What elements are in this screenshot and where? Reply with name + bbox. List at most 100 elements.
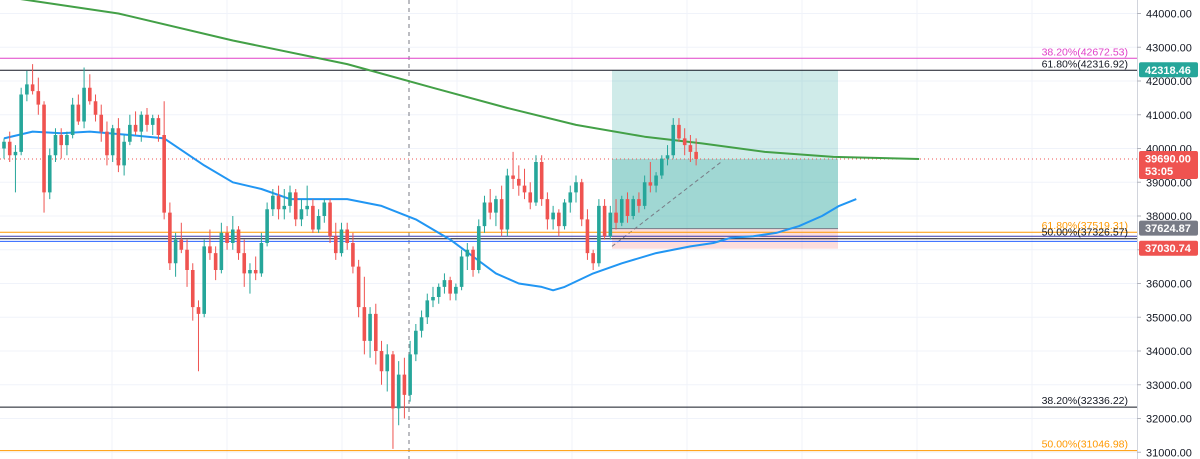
candle xyxy=(36,77,41,115)
candle xyxy=(99,104,104,142)
candle-body xyxy=(414,330,418,355)
candle xyxy=(494,195,498,227)
candle xyxy=(105,121,109,166)
candle xyxy=(190,263,195,321)
price-tick-label: 43000.00 xyxy=(1146,42,1192,54)
candle-body xyxy=(208,246,212,254)
price-tick-label: 33000.00 xyxy=(1146,380,1192,392)
position-profit-filled xyxy=(612,158,838,229)
candle-body xyxy=(431,297,435,301)
candle xyxy=(585,209,590,260)
candle xyxy=(156,114,161,142)
price-badge-label: 42318.46 xyxy=(1145,65,1191,77)
candle-body xyxy=(694,151,698,159)
candle-body xyxy=(190,270,195,308)
candle-body xyxy=(276,195,281,210)
candle-body xyxy=(173,239,178,264)
price-tick-label: 44000.00 xyxy=(1146,9,1192,21)
candle-body xyxy=(574,182,578,193)
candle-body xyxy=(402,374,407,395)
candle xyxy=(293,189,298,227)
candle-body xyxy=(196,307,201,314)
candles xyxy=(2,64,698,449)
candle-body xyxy=(299,209,304,220)
candle xyxy=(391,351,395,449)
long-position-box[interactable] xyxy=(611,70,838,249)
candle xyxy=(385,344,390,392)
fib-level-label: 61.80%(37519.31) xyxy=(1042,220,1128,232)
candle xyxy=(431,286,435,308)
candle-body xyxy=(265,209,269,243)
candle-body xyxy=(591,253,595,264)
candle xyxy=(688,135,693,162)
candle xyxy=(419,310,424,338)
candle-body xyxy=(625,199,630,216)
candle xyxy=(305,185,309,216)
candle-body xyxy=(156,118,161,135)
candle xyxy=(93,94,98,122)
candle xyxy=(374,303,378,365)
candle xyxy=(637,192,641,213)
candle-body xyxy=(534,162,538,203)
price-badge-label: 37624.87 xyxy=(1145,223,1191,235)
moving-average-blue xyxy=(3,130,857,292)
candle xyxy=(133,111,138,135)
candle-body xyxy=(494,199,498,213)
candle xyxy=(505,168,510,237)
candle xyxy=(442,273,447,294)
candle xyxy=(619,195,624,227)
candle xyxy=(196,300,201,372)
candle xyxy=(47,148,52,200)
candle xyxy=(660,155,664,179)
candle xyxy=(499,185,504,237)
candle xyxy=(482,195,487,233)
candle xyxy=(402,357,407,419)
fib-labels: 38.20%(42672.53)61.80%(42316.92) 61.80%(3… xyxy=(1042,46,1128,450)
candle xyxy=(642,175,647,210)
candle-body xyxy=(271,195,275,210)
candle-body xyxy=(345,229,349,243)
price-badge-label: 39690.00 xyxy=(1145,153,1191,165)
candle xyxy=(459,249,464,291)
candle xyxy=(368,307,372,358)
candle xyxy=(173,232,178,277)
candle-body xyxy=(305,205,309,210)
candle xyxy=(116,118,121,173)
candle xyxy=(208,229,212,260)
candle-body xyxy=(602,205,607,237)
candle-body xyxy=(671,124,676,156)
candle-body xyxy=(93,101,98,115)
candle-body xyxy=(133,124,138,132)
candle-body xyxy=(459,256,464,287)
candle-body xyxy=(545,199,550,220)
candle xyxy=(59,128,63,159)
candle-body xyxy=(70,104,75,135)
candle xyxy=(614,199,618,230)
candle xyxy=(7,131,12,162)
candle xyxy=(70,97,75,139)
candle xyxy=(282,189,287,220)
candle xyxy=(53,128,58,162)
candle xyxy=(299,199,304,227)
price-tick-label: 38000.00 xyxy=(1146,211,1192,223)
candle-body xyxy=(660,158,664,176)
candle-body xyxy=(293,192,298,220)
candle-body xyxy=(316,216,321,230)
candle xyxy=(436,283,441,304)
price-tick-label: 36000.00 xyxy=(1146,279,1192,291)
candle-body xyxy=(442,280,447,287)
candle-body xyxy=(47,155,52,193)
candle xyxy=(253,256,258,281)
candle-body xyxy=(110,128,115,156)
candle xyxy=(551,205,555,230)
candle-body xyxy=(425,300,430,318)
candle-body xyxy=(528,192,533,203)
candle-body xyxy=(168,212,172,264)
candle xyxy=(517,165,521,196)
candle xyxy=(534,155,538,206)
candle-body xyxy=(654,175,658,186)
candle-body xyxy=(597,205,601,264)
candle-body xyxy=(419,317,424,331)
